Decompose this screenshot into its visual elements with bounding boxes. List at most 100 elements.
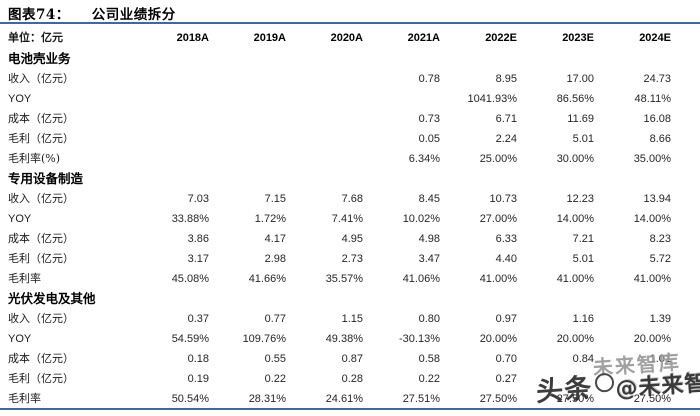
column-header-2022E: 2022E <box>485 32 517 44</box>
figure-name: 公司业绩拆分 <box>91 7 176 23</box>
value-cell: 17.00 <box>566 73 594 85</box>
table-body: 电池壳业务 收入（亿元） 0.78 8.95 17.00 24.73 YOY 1041.93%… <box>8 49 677 409</box>
table-row: 毛利（亿元） 3.17 2.98 2.73 3.47 4.40 5.01 5.72 <box>8 249 677 269</box>
value-cell: 20.00% <box>633 333 671 345</box>
table-row: 毛利（亿元） 0.19 0.22 0.28 0.22 0.27 <box>8 369 677 389</box>
table-row: YOY 1041.93% 86.56% 48.11% <box>8 89 677 109</box>
value-cell: 1041.93% <box>467 93 517 105</box>
column-header-2020A: 2020A <box>330 32 363 44</box>
value-cell: 7.15 <box>264 193 286 205</box>
table-row: 成本（亿元） 3.86 4.17 4.95 4.98 6.33 7.21 8.23 <box>8 229 677 249</box>
value-cell: 0.70 <box>495 353 517 365</box>
value-cell: 5.01 <box>572 253 594 265</box>
row-label: YOY <box>8 93 32 105</box>
value-cell <box>369 89 446 109</box>
value-cell: 109.76% <box>242 333 286 345</box>
section-header-row: 光伏发电及其他 <box>8 289 677 309</box>
value-cell: 0.77 <box>264 313 286 325</box>
row-label: 毛利率 <box>8 392 41 405</box>
row-label: 毛利（亿元） <box>8 132 74 145</box>
value-cell <box>215 129 292 149</box>
value-cell: 20.00% <box>556 333 594 345</box>
value-cell: 49.38% <box>325 333 363 345</box>
value-cell: 35.57% <box>325 273 363 285</box>
value-cell <box>138 109 215 129</box>
value-cell <box>215 69 292 89</box>
value-cell: 35.00% <box>633 153 671 165</box>
table-row: 收入（亿元） 0.78 8.95 17.00 24.73 <box>8 69 677 89</box>
value-cell: 0.73 <box>418 113 440 125</box>
value-cell: 10.02% <box>402 213 440 225</box>
value-cell: 7.41% <box>331 213 363 225</box>
value-cell: 41.00% <box>633 273 671 285</box>
value-cell: 27.00% <box>479 213 517 225</box>
table-row: 毛利率 45.08% 41.66% 35.57% 41.06% 41.00% 41.00% 4… <box>8 269 677 289</box>
column-header-2021A: 2021A <box>407 32 440 44</box>
value-cell: 0.58 <box>418 353 440 365</box>
value-cell: 12.23 <box>566 193 594 205</box>
row-label: 收入（亿元） <box>8 312 74 325</box>
value-cell: 27.51% <box>402 393 440 405</box>
title-divider <box>0 22 700 24</box>
value-cell: 1.72% <box>254 213 286 225</box>
value-cell: 41.00% <box>556 273 594 285</box>
table-row: 收入（亿元） 7.03 7.15 7.68 8.45 10.73 12.23 13.94 <box>8 189 677 209</box>
value-cell: 3.86 <box>187 233 209 245</box>
value-cell: 7.68 <box>341 193 363 205</box>
value-cell <box>523 369 600 389</box>
value-cell: 1.01 <box>649 353 671 365</box>
value-cell: 27.50% <box>556 393 594 405</box>
value-cell <box>215 109 292 129</box>
column-header-2023E: 2023E <box>562 32 594 44</box>
value-cell: 0.28 <box>341 373 363 385</box>
value-cell <box>138 69 215 89</box>
value-cell: 30.00% <box>556 153 594 165</box>
value-cell <box>215 89 292 109</box>
value-cell: 8.45 <box>418 193 440 205</box>
row-label: 毛利率(%) <box>8 152 61 165</box>
value-cell: 25.00% <box>479 153 517 165</box>
value-cell: 11.69 <box>567 113 594 125</box>
value-cell: 2.73 <box>341 253 363 265</box>
value-cell: 50.54% <box>171 393 209 405</box>
value-cell: 0.37 <box>187 313 209 325</box>
value-cell: 4.17 <box>264 233 286 245</box>
row-label: YOY <box>8 213 32 225</box>
unit-label: 单位：亿元 <box>8 31 63 44</box>
section-header-row: 专用设备制造 <box>8 169 677 189</box>
table-row: 成本（亿元） 0.73 6.71 11.69 16.08 <box>8 109 677 129</box>
value-cell: 7.21 <box>572 233 594 245</box>
performance-breakdown-table: 单位：亿元 2018A 2019A 2020A 2021A 2022E 2023… <box>8 27 677 409</box>
value-cell: 13.94 <box>643 193 671 205</box>
value-cell: 10.73 <box>489 193 517 205</box>
table-row: 毛利率(%) 6.34% 25.00% 30.00% 35.00% <box>8 149 677 169</box>
value-cell: 4.95 <box>341 233 363 245</box>
value-cell: 14.00% <box>633 213 671 225</box>
table-row: 收入（亿元） 0.37 0.77 1.15 0.80 0.97 1.16 1.39 <box>8 309 677 329</box>
value-cell: 6.33 <box>495 233 517 245</box>
value-cell: 7.03 <box>187 193 209 205</box>
value-cell: 16.08 <box>643 113 671 125</box>
value-cell <box>292 69 369 89</box>
value-cell: 20.00% <box>479 333 517 345</box>
value-cell: 8.66 <box>649 133 671 145</box>
value-cell: 8.23 <box>649 233 671 245</box>
value-cell: 41.00% <box>479 273 517 285</box>
section-title: 专用设备制造 <box>8 171 84 186</box>
section-title: 光伏发电及其他 <box>8 291 96 306</box>
value-cell: 0.55 <box>264 353 286 365</box>
value-cell: 4.40 <box>495 253 517 265</box>
table-row: 毛利（亿元） 0.05 2.24 5.01 8.66 <box>8 129 677 149</box>
value-cell: -30.13% <box>399 333 440 345</box>
value-cell: 5.72 <box>649 253 671 265</box>
value-cell <box>215 149 292 169</box>
row-label: 成本（亿元） <box>8 232 74 245</box>
value-cell: 14.00% <box>556 213 594 225</box>
value-cell: 86.56% <box>556 93 594 105</box>
value-cell: 5.01 <box>572 133 594 145</box>
value-cell: 0.87 <box>341 353 363 365</box>
value-cell: 0.18 <box>187 353 209 365</box>
figure-title: 图表74： 公司业绩拆分 <box>8 3 176 23</box>
value-cell: 33.88% <box>171 213 209 225</box>
